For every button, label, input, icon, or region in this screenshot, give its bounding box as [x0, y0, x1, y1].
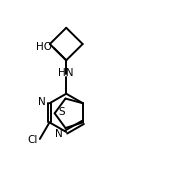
Text: N: N — [55, 129, 63, 139]
Text: S: S — [58, 107, 65, 117]
Text: N: N — [38, 97, 45, 107]
Text: HN: HN — [58, 68, 74, 78]
Text: HO: HO — [36, 42, 52, 52]
Text: Cl: Cl — [27, 135, 38, 145]
